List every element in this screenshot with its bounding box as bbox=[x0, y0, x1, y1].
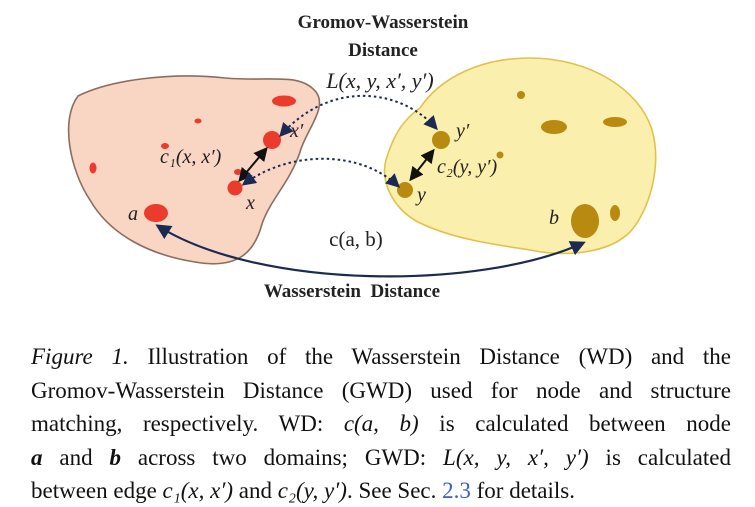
wd-arrow bbox=[155, 224, 586, 278]
right-node bbox=[517, 91, 525, 99]
x-prime-label: x′ bbox=[289, 120, 304, 142]
left-node bbox=[161, 143, 169, 149]
caption-line: between edge c₁(x, x′) and c₂(y, y′). Se… bbox=[31, 474, 731, 507]
left-node bbox=[234, 169, 242, 175]
gwd-arrow-upper bbox=[279, 95, 438, 138]
c1-label: c₁(x, x′) bbox=[160, 146, 222, 168]
gwd-title-line2: Distance bbox=[348, 40, 418, 61]
caption-text: is calculated bbox=[588, 444, 731, 470]
caption-text: is calculated between node bbox=[418, 411, 731, 436]
figure-illustration: Gromov-Wasserstein Distance L(x, y, x′, … bbox=[67, 12, 657, 302]
y-prime-label: y′ bbox=[454, 120, 470, 142]
caption-text: and bbox=[42, 444, 110, 470]
caption-line: Figure 1. Illustration of the Wasserstei… bbox=[31, 340, 731, 374]
caption-text: Illustration of the Wasserstein Distance… bbox=[128, 344, 732, 369]
gwd-title-line1: Gromov-Wasserstein bbox=[298, 12, 469, 33]
caption-math: c₂(y, y′) bbox=[277, 478, 347, 503]
caption-text: . See Sec. bbox=[346, 478, 443, 503]
wd-cost-label: c(a, b) bbox=[329, 227, 383, 251]
b-label: b bbox=[549, 207, 559, 229]
caption-text: matching, respectively. WD: bbox=[31, 411, 344, 436]
left-node bbox=[89, 162, 97, 174]
c2-label: c₂(y, y′) bbox=[437, 156, 498, 178]
x-label: x bbox=[245, 192, 255, 214]
node-b bbox=[571, 204, 599, 238]
right-node bbox=[541, 120, 567, 134]
caption-text: and bbox=[233, 478, 278, 503]
caption-line: Gromov-Wasserstein Distance (GWD) used f… bbox=[31, 377, 731, 403]
left-domain-blob bbox=[67, 75, 321, 265]
wd-title: Wasserstein Distance bbox=[264, 281, 440, 302]
edge-c2-arrow bbox=[409, 148, 435, 182]
caption-text: for details. bbox=[470, 478, 575, 503]
caption-figure-label: Figure 1. bbox=[31, 344, 129, 369]
left-node bbox=[194, 118, 202, 124]
caption-math: a bbox=[31, 444, 43, 470]
node-y bbox=[397, 182, 413, 198]
node-a bbox=[144, 204, 168, 222]
caption-line: a and b across two domains; GWD: L(x, y,… bbox=[31, 441, 731, 475]
right-node bbox=[610, 205, 620, 221]
node-x-prime bbox=[263, 131, 281, 149]
left-node bbox=[272, 95, 296, 107]
gwd-cost-label: L(x, y, x′, y′) bbox=[325, 68, 433, 93]
section-reference-link[interactable]: 2.3 bbox=[442, 478, 471, 503]
caption-text: between edge bbox=[31, 478, 163, 503]
right-node bbox=[496, 151, 504, 159]
node-x bbox=[227, 180, 243, 196]
caption-math: c(a, b) bbox=[343, 411, 419, 436]
caption-math: b bbox=[109, 444, 121, 470]
figure-caption: Figure 1. Illustration of the Wasserstei… bbox=[31, 340, 731, 507]
caption-text: across two domains; GWD: bbox=[120, 444, 444, 470]
a-label: a bbox=[128, 203, 138, 225]
y-label: y bbox=[415, 184, 426, 206]
node-y-prime bbox=[432, 131, 450, 149]
caption-line: matching, respectively. WD: c(a, b) is c… bbox=[31, 407, 731, 441]
caption-math: c₁(x, x′) bbox=[162, 478, 234, 503]
caption-math: L(x, y, x′, y′) bbox=[443, 444, 589, 470]
right-node bbox=[603, 117, 627, 127]
